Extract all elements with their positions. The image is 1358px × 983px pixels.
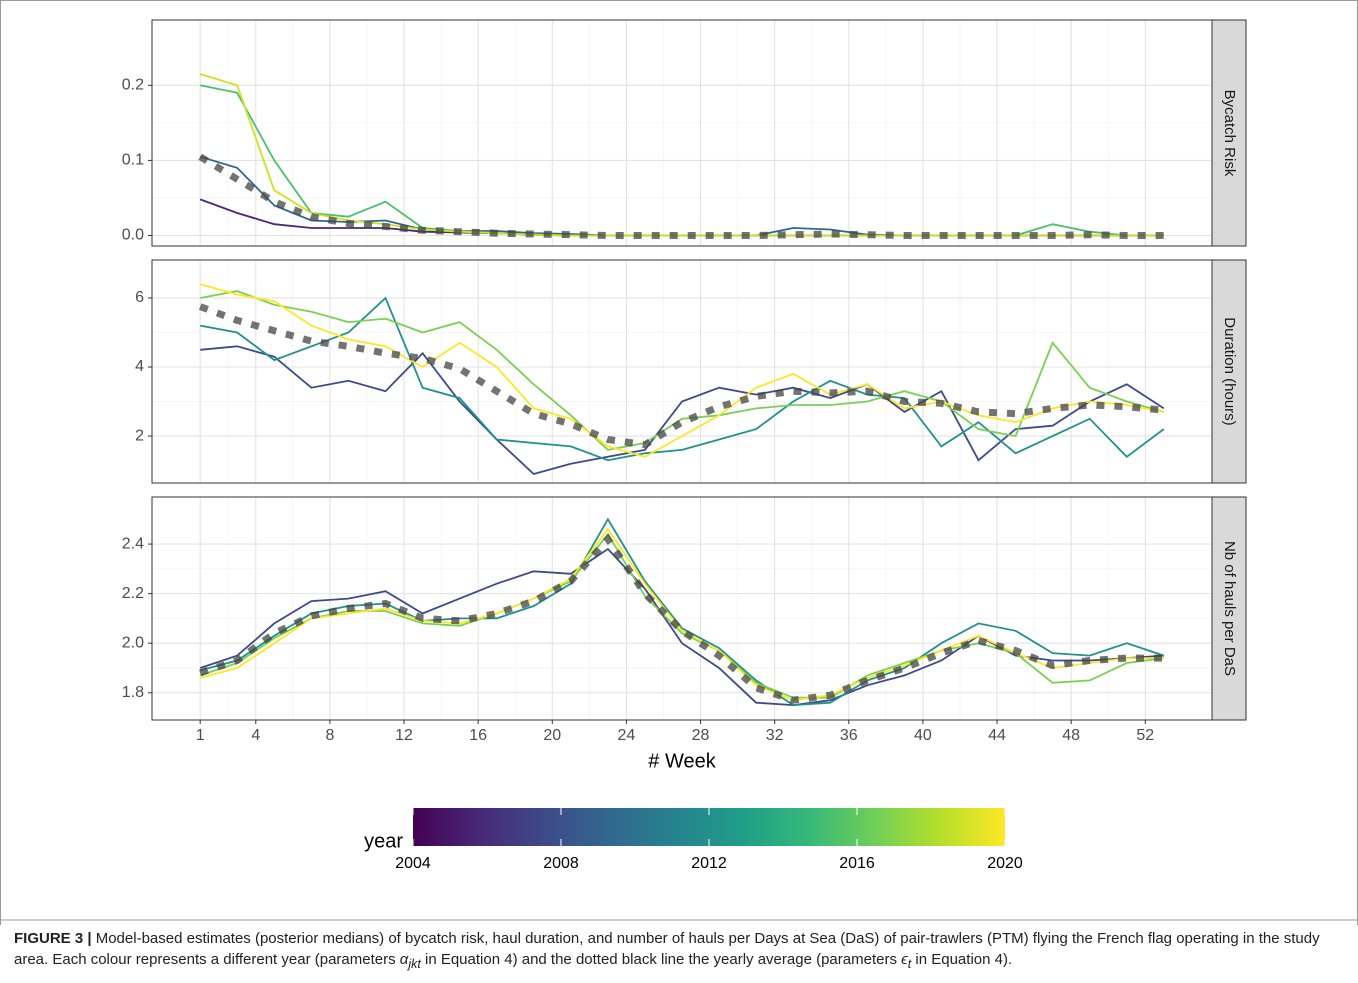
average-line <box>198 303 1165 449</box>
caption-subscript: jkt <box>408 957 421 971</box>
strip <box>1211 259 1247 484</box>
caption-symbol: α <box>399 951 409 968</box>
y-tick-label: 2.2 <box>122 585 144 602</box>
colorbar-title: year <box>364 830 403 852</box>
x-tick-label: 12 <box>395 727 413 744</box>
caption-label: FIGURE 3 | <box>14 930 92 947</box>
x-tick-label: 20 <box>543 727 561 744</box>
series-line <box>199 517 1165 707</box>
strip <box>1211 496 1247 721</box>
average-line <box>199 533 1164 704</box>
series-line <box>199 527 1164 702</box>
x-tick-label: 8 <box>325 727 334 744</box>
caption-subscript: t <box>907 957 912 971</box>
x-tick-label: 40 <box>914 727 932 744</box>
x-tick-label: 28 <box>692 727 710 744</box>
caption-symbol: ϵ <box>901 951 908 968</box>
x-tick-label: 16 <box>469 727 487 744</box>
series-line <box>199 155 1164 237</box>
panel-border <box>151 496 1213 721</box>
x-tick-label: 32 <box>766 727 784 744</box>
y-tick-label: 2 <box>135 427 144 444</box>
series-line <box>200 290 1165 451</box>
series-line <box>199 198 1164 237</box>
colorbar-tick-label: 2004 <box>395 855 431 872</box>
x-tick-label: 44 <box>988 727 1006 744</box>
colorbar-tick-label: 2008 <box>543 855 579 872</box>
x-tick-label: 52 <box>1136 727 1154 744</box>
x-tick-label: 36 <box>840 727 858 744</box>
x-tick-label: 24 <box>618 727 636 744</box>
x-tick-label: 4 <box>251 727 260 744</box>
figure-border <box>0 0 1358 925</box>
y-tick-label: 4 <box>135 358 144 375</box>
colorbar-tick-label: 2016 <box>839 855 875 872</box>
caption-text: in Equation 4). <box>911 951 1013 968</box>
series-line <box>199 532 1164 699</box>
x-tick-label: 48 <box>1062 727 1080 744</box>
colorbar-tick-label: 2020 <box>987 855 1023 872</box>
series-line <box>199 283 1164 458</box>
y-tick-label: 2.0 <box>122 634 144 651</box>
y-tick-label: 0.0 <box>122 227 144 244</box>
strip-label: Nb of hauls per DaS <box>1221 541 1238 676</box>
strip-label: Bycatch Risk <box>1221 90 1238 177</box>
y-tick-label: 6 <box>135 289 144 306</box>
caption-text: in Equation 4) and the dotted black line… <box>420 951 902 968</box>
x-tick-label: 1 <box>196 727 205 744</box>
y-tick-label: 0.1 <box>122 152 144 169</box>
colorbar-tick-label: 2012 <box>691 855 727 872</box>
average-line <box>198 153 1164 239</box>
strip <box>1211 19 1247 247</box>
series-line <box>200 345 1165 476</box>
strip-label: Duration (hours) <box>1221 317 1238 425</box>
x-axis-label: # Week <box>648 750 716 772</box>
y-tick-label: 2.4 <box>122 535 144 552</box>
y-tick-label: 0.2 <box>122 77 144 94</box>
y-tick-label: 1.8 <box>122 684 144 701</box>
caption-text: Model-based estimates (posterior medians… <box>14 930 1320 968</box>
series-line <box>199 73 1164 237</box>
caption: FIGURE 3 | Model-based estimates (poster… <box>14 928 1344 975</box>
